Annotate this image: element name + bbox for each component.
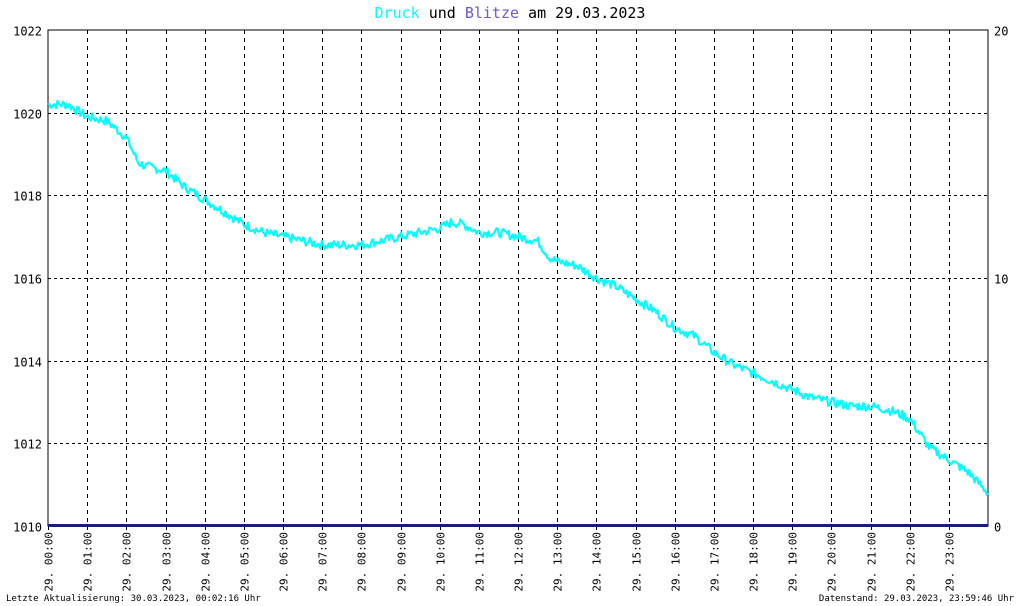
x-tick-label: 29. 02:00: [121, 532, 134, 592]
y-right-tick-label: 0: [994, 521, 1001, 535]
series-druck-line: [47, 99, 989, 496]
x-tick-label: 29. 20:00: [826, 532, 839, 592]
x-tick-label: 29. 01:00: [82, 532, 95, 592]
y-right-tick-label: 10: [994, 273, 1008, 287]
x-tick-label: 29. 17:00: [709, 532, 722, 592]
x-tick-label: 29. 00:00: [43, 532, 56, 592]
x-tick-label: 29. 09:00: [396, 532, 409, 592]
footer-last-update: Letzte Aktualisierung: 30.03.2023, 00:02…: [6, 594, 261, 604]
y-left-tick-label: 1022: [13, 25, 42, 39]
x-tick-label: 29. 08:00: [356, 532, 369, 592]
y-left-tick-label: 1014: [13, 356, 42, 370]
x-tick-label: 29. 05:00: [239, 532, 252, 592]
chart-title: Druck und Blitze am 29.03.2023: [0, 4, 1020, 22]
x-tick-label: 29. 04:00: [200, 532, 213, 592]
x-tick-label: 29. 15:00: [631, 532, 644, 592]
y-left-tick-label: 1016: [13, 273, 42, 287]
x-tick-label: 29. 19:00: [787, 532, 800, 592]
x-tick-label: 29. 11:00: [474, 532, 487, 592]
x-tick-label: 29. 07:00: [317, 532, 330, 592]
footer-data-status: Datenstand: 29.03.2023, 23:59:46 Uhr: [818, 594, 1014, 604]
x-tick-label: 29. 13:00: [552, 532, 565, 592]
x-tick-label: 29. 06:00: [278, 532, 291, 592]
x-tick-label: 29. 22:00: [905, 532, 918, 592]
y-left-tick-label: 1020: [13, 108, 42, 122]
x-tick-label: 29. 23:00: [944, 532, 957, 592]
y-left-tick-label: 1018: [13, 190, 42, 204]
x-tick-label: 29. 12:00: [513, 532, 526, 592]
x-tick-label: 29. 18:00: [748, 532, 761, 592]
x-tick-label: 29. 03:00: [161, 532, 174, 592]
title-blitze: Blitze: [464, 4, 520, 22]
title-und: und: [419, 4, 465, 22]
title-druck: Druck: [374, 4, 420, 22]
x-tick-label: 29. 14:00: [591, 532, 604, 592]
y-left-tick-label: 1012: [13, 438, 42, 452]
y-left-tick-label: 1010: [13, 521, 42, 535]
title-date: am 29.03.2023: [519, 4, 646, 22]
x-tick-label: 29. 16:00: [670, 532, 683, 592]
y-right-tick-label: 20: [994, 25, 1008, 39]
x-tick-label: 29. 10:00: [435, 532, 448, 592]
x-tick-label: 29. 21:00: [866, 532, 879, 592]
